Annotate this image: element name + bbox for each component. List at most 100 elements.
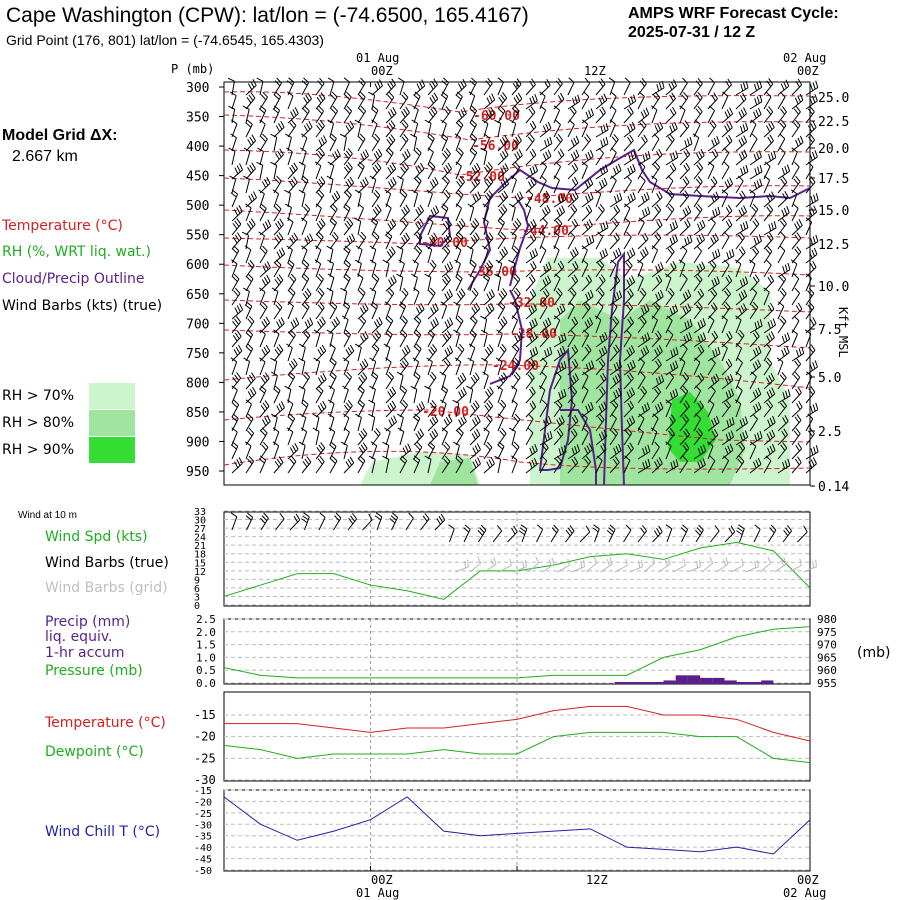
profile-wind-barb bbox=[357, 347, 362, 362]
profile-wind-barb bbox=[595, 129, 609, 138]
profile-wind-barb bbox=[455, 393, 467, 404]
profile-wind-barb-feather bbox=[809, 153, 813, 161]
profile-wind-barb-feather bbox=[274, 385, 281, 391]
profile-wind-barb-feather bbox=[574, 446, 578, 453]
profile-wind-barb-feather bbox=[713, 92, 718, 99]
profile-wind-barb-feather bbox=[270, 133, 277, 138]
rh-area-3 bbox=[430, 458, 478, 485]
profile-wind-barb-feather bbox=[259, 357, 266, 363]
profile-wind-barb bbox=[581, 241, 595, 250]
wind-barb-grid-feather bbox=[664, 559, 669, 567]
profile-wind-barb-feather bbox=[243, 287, 250, 292]
profile-wind-barb-feather bbox=[771, 443, 776, 451]
profile-wind-barb-feather bbox=[271, 287, 279, 292]
profile-wind-barb-feather bbox=[243, 175, 250, 180]
profile-wind-barb-feather bbox=[304, 321, 309, 329]
profile-wind-barb bbox=[273, 375, 278, 390]
profile-wind-barb bbox=[441, 208, 449, 222]
profile-wind-barb bbox=[791, 353, 805, 362]
profile-wind-barb-feather bbox=[575, 149, 580, 157]
profile-wind-barb bbox=[791, 208, 799, 222]
profile-wind-barb-feather bbox=[258, 231, 265, 237]
profile-wind-barb-feather bbox=[248, 455, 255, 462]
profile-wind-barb-feather bbox=[373, 153, 378, 160]
profile-wind-barb bbox=[665, 157, 679, 166]
profile-wind-barb-feather bbox=[327, 259, 334, 264]
profile-wind-barb-feather bbox=[598, 276, 604, 284]
profile-wind-barb-feather bbox=[443, 223, 448, 230]
profile-wind-barb-feather bbox=[319, 318, 324, 326]
profile-wind-barb-feather bbox=[586, 221, 591, 228]
profile-wind-barb-feather bbox=[343, 427, 350, 433]
profile-wind-barb-feather bbox=[433, 232, 438, 239]
wind-barb-true-feather bbox=[520, 524, 528, 530]
profile-wind-barb-feather bbox=[555, 371, 562, 378]
profile-wind-barb-feather bbox=[758, 150, 762, 158]
profile-wind-barb-feather bbox=[531, 333, 535, 341]
profile-wind-barb-feather bbox=[504, 163, 509, 170]
profile-wind-barb-feather bbox=[702, 318, 706, 326]
profile-wind-barb-feather bbox=[388, 419, 393, 427]
profile-wind-barb-feather bbox=[599, 251, 603, 259]
profile-wind-barb-feather bbox=[528, 461, 533, 469]
profile-wind-barb bbox=[497, 110, 506, 124]
profile-wind-barb-feather bbox=[414, 150, 420, 156]
profile-wind-barb-feather bbox=[412, 416, 419, 422]
profile-wind-barb bbox=[441, 461, 451, 474]
profile-wind-barb-feather bbox=[485, 80, 491, 87]
profile-wind-barb-feather bbox=[815, 445, 819, 453]
profile-wind-barb-feather bbox=[480, 329, 488, 334]
profile-wind-barb-feather bbox=[359, 234, 365, 241]
profile-wind-barb-feather bbox=[568, 119, 575, 125]
windchill-tick-label: -50 bbox=[194, 866, 212, 877]
profile-wind-barb bbox=[245, 265, 255, 278]
profile-wind-barb bbox=[539, 180, 547, 194]
profile-wind-barb bbox=[595, 293, 605, 306]
profile-wind-barb-feather bbox=[330, 458, 336, 464]
profile-wind-barb-feather bbox=[262, 402, 268, 409]
profile-wind-barb-feather bbox=[431, 430, 437, 438]
profile-wind-barb-feather bbox=[375, 150, 381, 158]
profile-wind-barb bbox=[483, 392, 494, 404]
profile-wind-barb bbox=[749, 307, 759, 320]
profile-wind-barb bbox=[245, 361, 251, 376]
profile-wind-barb-feather bbox=[626, 391, 631, 399]
wind-barb-true bbox=[695, 529, 704, 543]
profile-wind-barb bbox=[539, 404, 548, 418]
profile-wind-barb-feather bbox=[497, 444, 504, 450]
profile-wind-barb-feather bbox=[730, 430, 735, 438]
profile-wind-barb-feather bbox=[391, 400, 397, 408]
profile-wind-barb-feather bbox=[483, 133, 490, 139]
profile-wind-barb-feather bbox=[516, 151, 521, 158]
profile-wind-barb bbox=[763, 435, 776, 446]
profile-wind-barb-feather bbox=[236, 305, 241, 313]
profile-wind-barb-feather bbox=[471, 105, 477, 112]
profile-wind-barb-feather bbox=[763, 287, 770, 293]
profile-wind-barb bbox=[707, 213, 721, 222]
profile-wind-barb bbox=[483, 419, 493, 432]
profile-wind-barb bbox=[413, 237, 423, 250]
profile-wind-barb-feather bbox=[737, 234, 744, 241]
profile-wind-barb-feather bbox=[304, 329, 311, 336]
profile-wind-barb-feather bbox=[229, 91, 237, 97]
profile-wind-barb-feather bbox=[504, 134, 509, 142]
profile-wind-barb bbox=[637, 431, 644, 446]
profile-wind-barb bbox=[665, 433, 675, 446]
profile-wind-barb-feather bbox=[488, 400, 494, 407]
profile-wind-barb-feather bbox=[232, 335, 238, 342]
profile-wind-barb-feather bbox=[570, 430, 576, 438]
windchill-panel: -15-20-25-30-35-40-45-50 bbox=[194, 786, 811, 877]
profile-wind-barb-feather bbox=[446, 347, 451, 355]
profile-wind-barb-feather bbox=[684, 414, 690, 421]
profile-wind-barb-feather bbox=[682, 192, 688, 199]
profile-wind-barb-feather bbox=[546, 138, 550, 146]
profile-wind-barb-feather bbox=[584, 181, 589, 189]
profile-wind-barb-feather bbox=[317, 304, 323, 311]
profile-wind-barb-feather bbox=[502, 316, 508, 323]
wind-barb-true-feather bbox=[497, 525, 503, 532]
profile-wind-barb-feather bbox=[387, 181, 393, 188]
precip-bar bbox=[761, 680, 774, 684]
profile-wind-barb bbox=[315, 249, 322, 264]
profile-wind-barb-feather bbox=[753, 237, 757, 245]
profile-wind-barb-feather bbox=[783, 81, 787, 89]
